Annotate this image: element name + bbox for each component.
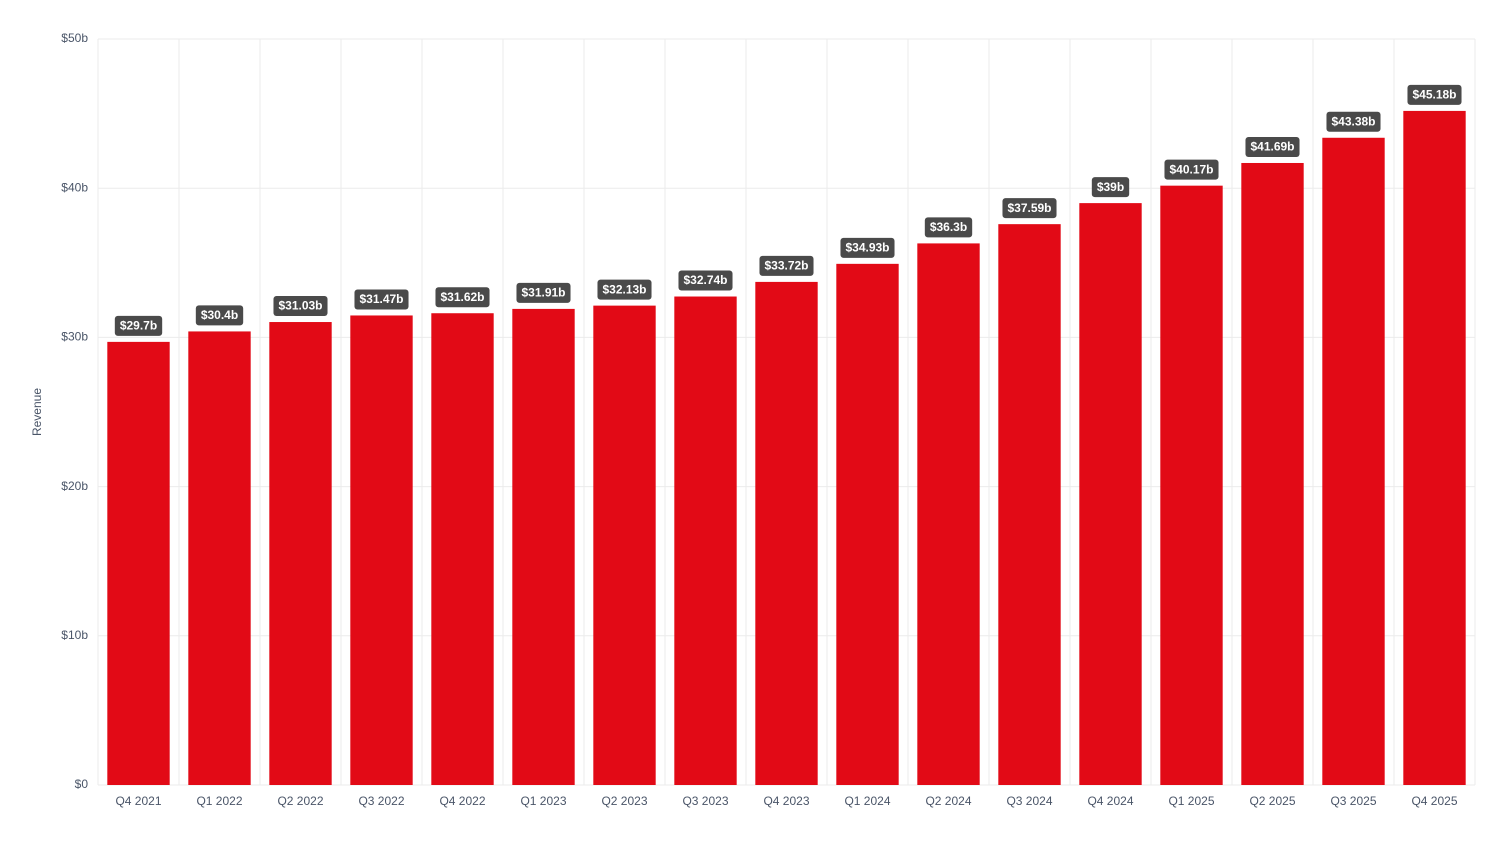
value-label: $40.17b — [1169, 162, 1213, 176]
bar — [188, 331, 251, 785]
value-label: $43.38b — [1331, 114, 1375, 128]
bar — [674, 296, 737, 785]
value-label: $34.93b — [845, 241, 889, 255]
value-label-bg — [195, 305, 244, 326]
value-label: $41.69b — [1250, 140, 1294, 154]
value-label-bg — [435, 287, 490, 308]
value-label-bg — [273, 296, 328, 317]
x-tick-label: Q1 2025 — [1168, 794, 1214, 808]
x-tick-label: Q2 2023 — [601, 794, 647, 808]
x-tick-label: Q1 2023 — [520, 794, 566, 808]
x-tick-label: Q3 2023 — [682, 794, 728, 808]
bar — [1403, 110, 1466, 785]
value-label-bg — [354, 289, 409, 310]
bar — [836, 263, 899, 786]
value-label: $31.91b — [521, 286, 565, 300]
value-label: $31.03b — [278, 299, 322, 313]
bar — [107, 341, 170, 785]
x-tick-label: Q4 2023 — [763, 794, 809, 808]
value-label-bg — [678, 270, 733, 291]
value-label-bg — [840, 237, 895, 258]
x-tick-label: Q3 2025 — [1330, 794, 1376, 808]
value-label-bg — [1002, 198, 1057, 219]
y-tick-label: $20b — [61, 479, 88, 493]
x-tick-label: Q1 2024 — [844, 794, 890, 808]
value-label: $29.7b — [120, 319, 157, 333]
value-label-bg — [1164, 159, 1219, 180]
bar — [998, 224, 1061, 785]
value-label-bg — [1245, 136, 1300, 157]
value-label-bg — [1407, 84, 1462, 105]
value-label: $31.47b — [359, 292, 403, 306]
value-label-bg — [597, 279, 652, 300]
value-label: $39b — [1097, 180, 1124, 194]
value-label-bg — [759, 255, 814, 276]
bar — [755, 281, 818, 785]
value-label-bg — [924, 217, 973, 238]
x-tick-label: Q4 2025 — [1411, 794, 1457, 808]
x-tick-label: Q3 2024 — [1006, 794, 1052, 808]
y-tick-label: $10b — [61, 628, 88, 642]
value-label: $32.13b — [602, 282, 646, 296]
value-label: $31.62b — [440, 290, 484, 304]
bar — [917, 243, 980, 786]
bar — [1079, 203, 1142, 785]
value-label-bg — [114, 315, 163, 336]
y-tick-label: $0 — [75, 777, 89, 791]
bar — [431, 313, 494, 785]
value-label: $30.4b — [201, 308, 238, 322]
x-tick-label: Q1 2022 — [196, 794, 242, 808]
bar — [269, 322, 332, 785]
bar — [1322, 137, 1385, 786]
value-label-bg — [1326, 111, 1381, 132]
y-tick-label: $50b — [61, 31, 88, 45]
bar — [1160, 185, 1223, 786]
bar — [512, 308, 575, 785]
y-tick-label: $30b — [61, 330, 88, 344]
value-label: $36.3b — [930, 220, 967, 234]
y-axis-label: Revenue — [30, 388, 44, 436]
value-label-bg — [516, 282, 571, 303]
value-label: $45.18b — [1412, 88, 1456, 102]
x-tick-label: Q2 2025 — [1249, 794, 1295, 808]
bar — [1241, 162, 1304, 785]
x-tick-label: Q4 2021 — [115, 794, 161, 808]
y-tick-label: $40b — [61, 180, 88, 194]
bar — [593, 305, 656, 785]
value-label: $33.72b — [764, 259, 808, 273]
bar — [350, 315, 413, 785]
value-label: $37.59b — [1007, 201, 1051, 215]
x-tick-label: Q3 2022 — [358, 794, 404, 808]
x-tick-label: Q4 2024 — [1087, 794, 1133, 808]
value-label: $32.74b — [683, 273, 727, 287]
x-tick-label: Q2 2022 — [277, 794, 323, 808]
x-tick-label: Q4 2022 — [439, 794, 485, 808]
x-tick-label: Q2 2024 — [925, 794, 971, 808]
value-label-bg — [1091, 177, 1130, 198]
